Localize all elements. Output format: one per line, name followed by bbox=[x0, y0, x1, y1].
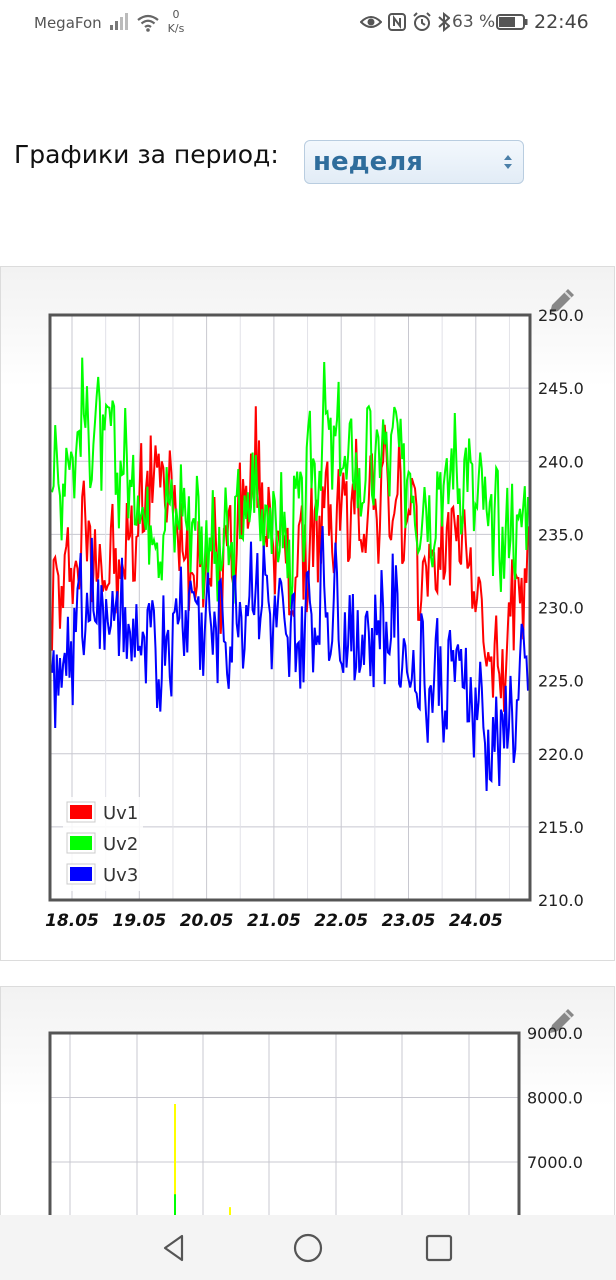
x-tick-label: 23.05 bbox=[382, 911, 436, 931]
clock: 22:46 bbox=[534, 11, 589, 33]
y-tick-label: 230.0 bbox=[538, 599, 584, 618]
edit-pencil-icon[interactable] bbox=[546, 1005, 578, 1037]
net-speed-unit: K/s bbox=[167, 22, 185, 35]
x-tick-label: 21.05 bbox=[247, 911, 301, 931]
recents-icon[interactable] bbox=[422, 1231, 456, 1265]
y-tick-label: 220.0 bbox=[538, 745, 584, 764]
carrier-name: MegaFon bbox=[34, 14, 102, 32]
nfc-icon bbox=[388, 13, 406, 31]
legend-label: Uv3 bbox=[103, 865, 138, 886]
plot-frame bbox=[48, 313, 532, 902]
net-speed: 0 K/s bbox=[165, 8, 187, 36]
y-tick-label: 7000.0 bbox=[527, 1153, 583, 1172]
series-line-Uv2 bbox=[51, 357, 529, 609]
period-label: Графики за период: bbox=[14, 140, 279, 169]
series-line-Uv1 bbox=[51, 406, 529, 712]
eye-icon bbox=[360, 16, 382, 28]
y-tick-label: 9000.0 bbox=[527, 1024, 583, 1043]
x-tick-label: 18.05 bbox=[45, 911, 99, 931]
legend-swatch-Uv3 bbox=[70, 867, 92, 881]
voltage-chart: 250.0 245.0 240.0 235.0 230.0 225.0 220.0 215.0… bbox=[45, 306, 584, 931]
legend-label: Uv2 bbox=[103, 834, 138, 855]
edit-pencil-icon[interactable] bbox=[546, 285, 578, 317]
series-line-Uv3 bbox=[51, 526, 529, 792]
alarm-icon bbox=[413, 12, 431, 31]
voltage-chart-panel: 250.0 245.0 240.0 235.0 230.0 225.0 220.0 215.0… bbox=[0, 266, 615, 961]
y-tick-label: 245.0 bbox=[538, 379, 584, 398]
legend-swatch-Uv2 bbox=[70, 836, 92, 850]
period-selected-value: неделя bbox=[313, 147, 423, 177]
power-chart-panel: 9000.0 8000.0 7000.0 bbox=[0, 986, 615, 1226]
signal-icon bbox=[110, 13, 128, 30]
battery-icon bbox=[496, 14, 528, 30]
period-select[interactable]: неделя bbox=[304, 140, 524, 184]
net-speed-value: 0 bbox=[172, 8, 180, 21]
bluetooth-icon bbox=[438, 12, 450, 32]
y-tick-label: 235.0 bbox=[538, 525, 584, 544]
battery-percent: 63 % bbox=[452, 12, 496, 32]
plot-frame bbox=[48, 1031, 521, 1225]
y-tick-label: 250.0 bbox=[538, 306, 584, 325]
x-tick-label: 20.05 bbox=[180, 911, 234, 931]
status-bar: MegaFon 0 K/s 63 % bbox=[0, 0, 616, 50]
back-icon[interactable] bbox=[158, 1231, 192, 1265]
y-tick-label: 215.0 bbox=[538, 818, 584, 837]
x-tick-label: 24.05 bbox=[449, 911, 503, 931]
status-icons bbox=[360, 12, 450, 32]
home-icon[interactable] bbox=[291, 1231, 325, 1265]
y-tick-label: 240.0 bbox=[538, 452, 584, 471]
legend-swatch-Uv1 bbox=[70, 805, 92, 819]
y-tick-label: 8000.0 bbox=[527, 1089, 583, 1108]
plot-background bbox=[50, 1033, 519, 1225]
wifi-icon bbox=[137, 14, 159, 32]
x-tick-label: 19.05 bbox=[112, 911, 166, 931]
power-chart: 9000.0 8000.0 7000.0 bbox=[48, 1024, 583, 1225]
select-arrows-icon bbox=[504, 155, 512, 169]
navigation-bar bbox=[0, 1215, 616, 1280]
x-tick-label: 22.05 bbox=[314, 911, 368, 931]
y-tick-label: 210.0 bbox=[538, 891, 584, 910]
legend-label: Uv1 bbox=[103, 803, 138, 824]
y-tick-label: 225.0 bbox=[538, 672, 584, 691]
